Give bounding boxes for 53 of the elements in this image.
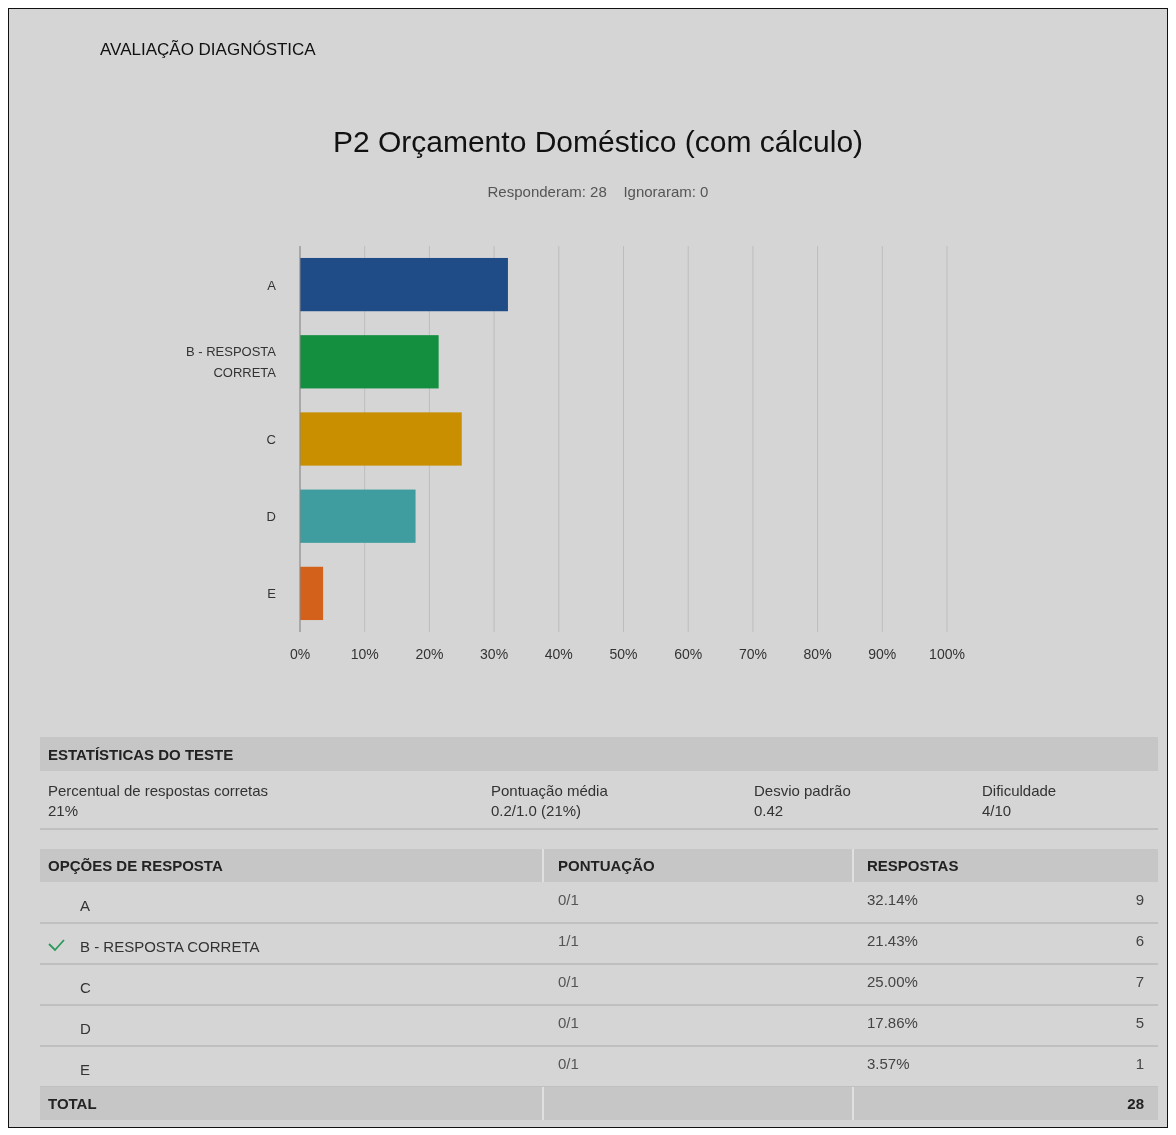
text: 4/10 <box>982 802 1012 819</box>
text: 28 <box>1127 1095 1144 1112</box>
y-tick-label: A <box>267 277 277 293</box>
y-tick-label: D <box>266 509 276 525</box>
x-tick-label: 0% <box>289 646 311 662</box>
x-tick-label: 50% <box>609 646 638 662</box>
text: Pontuação média <box>491 782 609 799</box>
text: 21.43% <box>867 932 918 949</box>
text: 21% <box>48 802 79 819</box>
text: 5 <box>1135 1014 1144 1031</box>
x-tick-label: 10% <box>350 646 379 662</box>
text: 3.57% <box>867 1055 910 1072</box>
text: Dificuldade <box>982 782 1057 799</box>
text: TOTAL <box>48 1095 97 1112</box>
text: Percentual de respostas corretas <box>48 782 269 799</box>
text: 1/1 <box>558 932 579 949</box>
text: OPÇÕES DE RESPOSTA <box>48 857 223 874</box>
x-tick-label: 30% <box>480 646 509 662</box>
category-label: A <box>80 897 91 914</box>
text: 0/1 <box>558 1014 579 1031</box>
text: Desvio padrão <box>754 782 851 799</box>
text: 0/1 <box>558 1055 579 1072</box>
text: 0/1 <box>558 891 579 908</box>
text: PONTUAÇÃO <box>558 857 655 874</box>
chart-title: P2 Orçamento Doméstico (com cálculo) <box>332 125 864 158</box>
text: 7 <box>1135 973 1144 990</box>
x-tick-label: 100% <box>929 646 965 662</box>
chart-subtitle: Responderam: 28 Ignoraram: 0 <box>487 183 709 200</box>
category-label: E <box>80 1061 91 1078</box>
y-tick-label: E <box>267 586 277 602</box>
text: 0.42 <box>754 802 784 819</box>
x-tick-label: 80% <box>803 646 832 662</box>
x-tick-label: 70% <box>738 646 767 662</box>
x-tick-label: 20% <box>415 646 444 662</box>
x-tick-label: 90% <box>868 646 897 662</box>
text: AVALIAÇÃO DIAGNÓSTICA <box>100 40 317 59</box>
text: 9 <box>1135 891 1144 908</box>
text: 6 <box>1135 932 1144 949</box>
text: 0.2/1.0 (21%) <box>491 802 582 819</box>
x-tick-label: 40% <box>544 646 573 662</box>
text: 1 <box>1135 1055 1144 1072</box>
category-label: B - RESPOSTA CORRETA <box>80 938 260 955</box>
text: 25.00% <box>867 973 918 990</box>
text: 0/1 <box>558 973 579 990</box>
text: 32.14% <box>867 891 918 908</box>
x-tick-label: 60% <box>674 646 703 662</box>
y-tick-label: C <box>266 432 276 447</box>
text: ESTATÍSTICAS DO TESTE <box>48 746 234 763</box>
category-label: D <box>80 1020 91 1037</box>
text: 17.86% <box>867 1014 918 1031</box>
y-tick-label: B - RESPOSTA CORRETA <box>185 344 277 381</box>
text: RESPOSTAS <box>867 857 959 874</box>
category-label: C <box>80 979 91 996</box>
